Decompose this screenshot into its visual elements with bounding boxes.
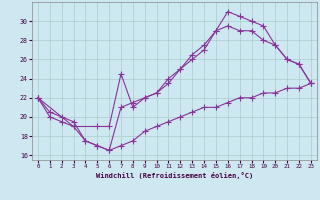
X-axis label: Windchill (Refroidissement éolien,°C): Windchill (Refroidissement éolien,°C) bbox=[96, 172, 253, 179]
